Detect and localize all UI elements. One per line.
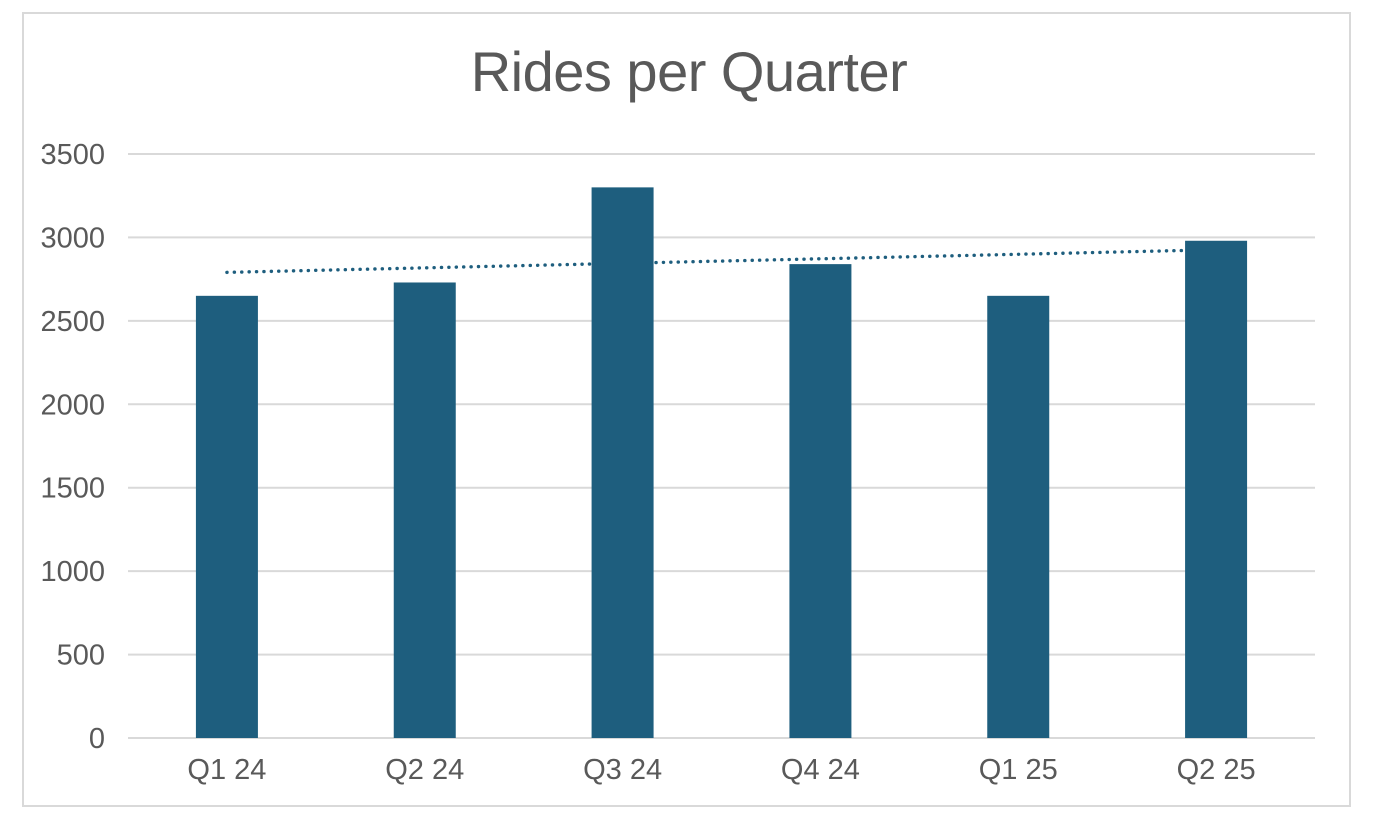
x-axis-category-label: Q2 25	[1177, 754, 1256, 786]
bar-q4-24	[789, 264, 852, 738]
y-axis-tick-label: 2000	[40, 389, 105, 421]
y-axis-tick-label: 1000	[40, 556, 105, 588]
bar-q1-25	[987, 295, 1050, 738]
y-axis-tick-label: 3500	[40, 139, 105, 171]
x-axis-category-label: Q1 25	[979, 754, 1058, 786]
y-axis-tick-label: 2500	[40, 306, 105, 338]
y-axis-tick-label: 0	[89, 723, 105, 755]
y-axis-tick-label: 1500	[40, 473, 105, 505]
bar-q1-24	[195, 295, 258, 738]
x-axis-category-label: Q3 24	[583, 754, 662, 786]
x-axis-category-label: Q1 24	[187, 754, 266, 786]
chart-title: Rides per Quarter	[470, 40, 908, 103]
x-axis-category-label: Q4 24	[781, 754, 860, 786]
bar-q2-24	[393, 282, 456, 738]
trendline	[225, 248, 1218, 275]
y-axis-tick-label: 3000	[40, 222, 105, 254]
bar-q2-25	[1185, 240, 1248, 738]
bar-q3-24	[591, 187, 654, 738]
x-axis-category-label: Q2 24	[385, 754, 464, 786]
y-axis-tick-label: 500	[57, 640, 105, 672]
